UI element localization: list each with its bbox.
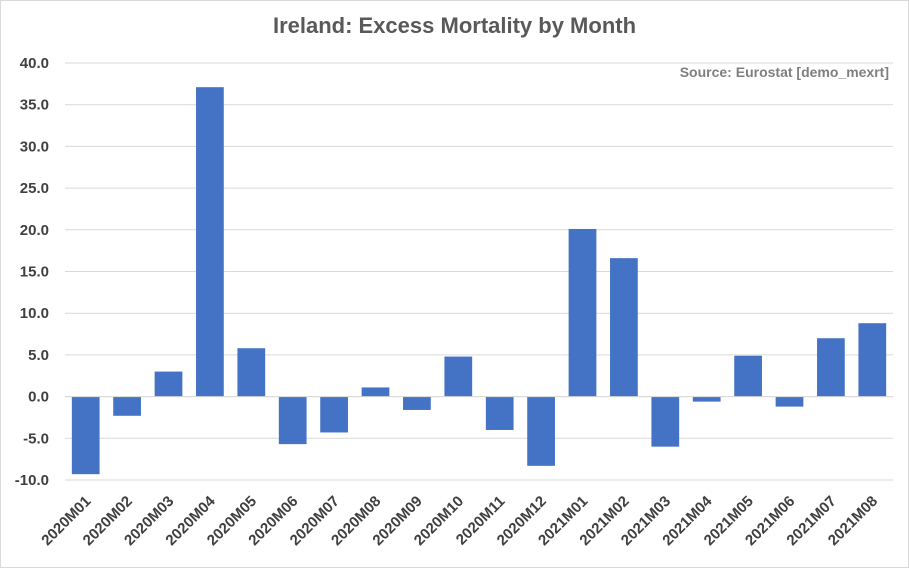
- bars: [71, 87, 887, 475]
- bar-2021m03: [651, 396, 680, 447]
- bar-2020m08: [361, 387, 390, 397]
- gridlines: [65, 62, 893, 481]
- y-tick-label: 15.0: [20, 264, 49, 281]
- bar-2020m05: [237, 348, 266, 397]
- chart-title: Ireland: Excess Mortality by Month: [272, 13, 637, 38]
- y-tick-label: 0.0: [28, 389, 49, 406]
- bar-2020m02: [113, 396, 141, 416]
- bar-2020m07: [320, 396, 348, 433]
- bar-2021m08: [858, 323, 887, 397]
- bar-2020m01: [71, 396, 100, 475]
- y-tick-label: 5.0: [28, 347, 49, 364]
- y-tick-label: 35.0: [20, 97, 49, 114]
- bar-2021m05: [734, 355, 762, 397]
- y-tick-label: -10.0: [15, 472, 49, 489]
- bar-2020m12: [527, 396, 555, 466]
- y-tick-label: 10.0: [20, 305, 49, 322]
- bar-2021m04: [692, 396, 721, 402]
- bar-2020m06: [278, 396, 307, 445]
- bar-2020m10: [444, 356, 473, 397]
- axes: -10.0 -5.0 0.0 5.0 10.0 15.0 20.0 25.0 30.0 35.0 4…: [15, 55, 893, 549]
- bar-2021m07: [817, 338, 845, 397]
- source-note: Source: Eurostat [demo_mexrt]: [679, 64, 889, 80]
- y-tick-label: 30.0: [20, 138, 49, 155]
- bar-2020m11: [485, 396, 514, 430]
- bar-2021m01: [568, 228, 597, 397]
- bar-2021m02: [610, 258, 638, 397]
- bar-2020m09: [403, 396, 431, 410]
- y-tick-label: 25.0: [20, 180, 49, 197]
- bar-2020m03: [154, 371, 183, 397]
- y-tick-label: 40.0: [20, 55, 49, 72]
- bar-2021m06: [775, 396, 804, 407]
- bar-2020m04: [196, 87, 224, 397]
- y-tick-label: 20.0: [20, 222, 49, 239]
- y-tick-label: -5.0: [23, 430, 49, 447]
